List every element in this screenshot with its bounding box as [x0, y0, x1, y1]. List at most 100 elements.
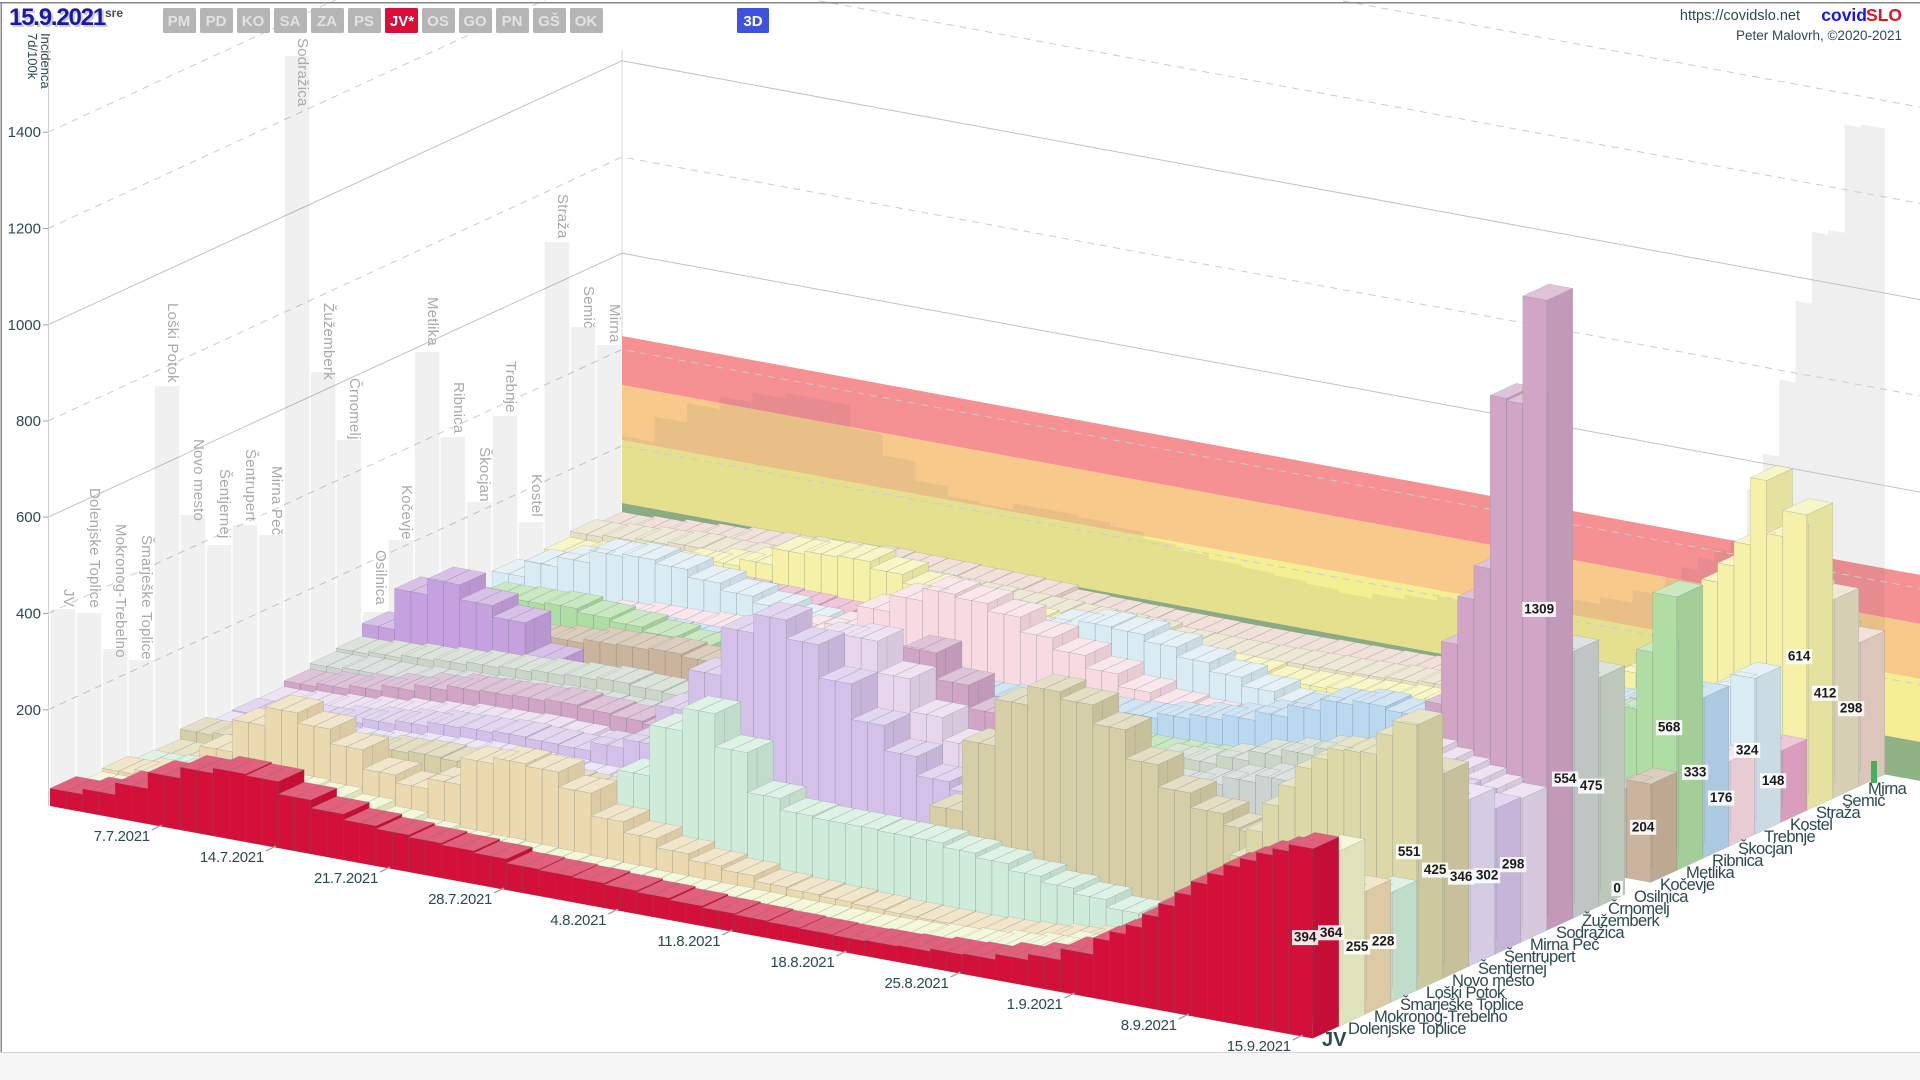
svg-text:324: 324: [1736, 742, 1759, 757]
svg-text:GO: GO: [463, 13, 487, 30]
svg-text:Trebnje: Trebnje: [502, 361, 519, 413]
svg-text:21.7.2021: 21.7.2021: [314, 870, 378, 887]
svg-text:364: 364: [1320, 925, 1343, 940]
svg-text:302: 302: [1476, 868, 1499, 883]
svg-text:Kočevje: Kočevje: [1660, 876, 1715, 894]
svg-text:https://covidslo.net: https://covidslo.net: [1680, 8, 1800, 24]
svg-text:Loški Potok: Loški Potok: [1426, 984, 1506, 1002]
svg-text:Mokronog-Trebelno: Mokronog-Trebelno: [1374, 1008, 1508, 1026]
svg-text:Novo mesto: Novo mesto: [190, 439, 207, 521]
svg-text:176: 176: [1710, 790, 1733, 805]
svg-text:1000: 1000: [8, 317, 41, 334]
svg-text:Šmarješke Toplice: Šmarješke Toplice: [138, 535, 155, 660]
svg-text:Mirna: Mirna: [606, 304, 623, 343]
svg-text:Škocjan: Škocjan: [1738, 839, 1793, 858]
svg-text:298: 298: [1502, 857, 1525, 872]
svg-text:Osilnica: Osilnica: [372, 550, 389, 605]
svg-text:ZA: ZA: [317, 13, 337, 30]
svg-text:PN: PN: [502, 13, 523, 30]
svg-text:JV*: JV*: [390, 13, 414, 30]
svg-text:Žužemberk: Žužemberk: [1582, 911, 1660, 930]
svg-text:333: 333: [1684, 764, 1707, 779]
svg-text:Dolenjske Toplice: Dolenjske Toplice: [86, 488, 103, 608]
svg-text:255: 255: [1346, 939, 1369, 954]
svg-text:148: 148: [1762, 773, 1785, 788]
svg-text:Peter Malovrh, ©2020-2021: Peter Malovrh, ©2020-2021: [1736, 28, 1902, 43]
svg-text:15.9.2021: 15.9.2021: [9, 4, 106, 31]
svg-text:OS: OS: [427, 13, 449, 30]
svg-text:Šentrupert: Šentrupert: [1504, 947, 1576, 966]
svg-text:covid: covid: [1821, 5, 1867, 25]
svg-text:PS: PS: [354, 13, 374, 30]
svg-text:1400: 1400: [8, 124, 41, 141]
svg-text:7.7.2021: 7.7.2021: [94, 828, 150, 845]
svg-text:Kostel: Kostel: [528, 474, 545, 517]
svg-text:11.8.2021: 11.8.2021: [657, 933, 720, 950]
svg-text:7d/100k: 7d/100k: [25, 33, 40, 80]
svg-text:Trebnje: Trebnje: [1764, 828, 1816, 846]
svg-text:346: 346: [1450, 869, 1473, 884]
svg-text:200: 200: [16, 702, 41, 719]
svg-text:KO: KO: [242, 13, 265, 30]
svg-text:600: 600: [16, 509, 41, 526]
svg-text:sre: sre: [105, 6, 123, 20]
svg-text:475: 475: [1580, 778, 1603, 793]
svg-text:Škocjan: Škocjan: [476, 447, 493, 502]
svg-text:0: 0: [1613, 880, 1621, 895]
svg-text:SA: SA: [280, 13, 301, 30]
svg-text:Črnomelj: Črnomelj: [346, 378, 363, 440]
svg-text:Kostel: Kostel: [1790, 816, 1832, 834]
svg-text:28.7.2021: 28.7.2021: [428, 891, 492, 908]
svg-text:Sodražica: Sodražica: [294, 38, 311, 107]
svg-text:SLO: SLO: [1866, 5, 1902, 25]
svg-text:1200: 1200: [8, 221, 41, 238]
svg-text:Mirna Peč: Mirna Peč: [1530, 936, 1599, 954]
svg-text:412: 412: [1814, 685, 1837, 700]
svg-text:18.8.2021: 18.8.2021: [770, 954, 834, 971]
svg-text:Metlika: Metlika: [424, 297, 441, 346]
svg-text:14.7.2021: 14.7.2021: [200, 849, 264, 866]
svg-text:551: 551: [1398, 844, 1421, 859]
svg-text:15.9.2021: 15.9.2021: [11, 6, 108, 33]
svg-text:Semič: Semič: [580, 286, 597, 329]
svg-text:568: 568: [1658, 720, 1681, 735]
svg-text:400: 400: [16, 606, 41, 623]
svg-text:Osilnica: Osilnica: [1634, 888, 1689, 906]
svg-text:Dolenjske Toplice: Dolenjske Toplice: [1348, 1020, 1466, 1038]
svg-text:Šentjernej: Šentjernej: [1478, 959, 1546, 978]
svg-text:JV: JV: [1322, 1029, 1347, 1051]
svg-text:Straža: Straža: [554, 194, 571, 239]
svg-text:25.8.2021: 25.8.2021: [884, 975, 948, 992]
svg-text:Mokronog-Trebelno: Mokronog-Trebelno: [112, 524, 129, 658]
svg-text:Šentrupert: Šentrupert: [242, 449, 259, 522]
svg-text:298: 298: [1840, 701, 1863, 716]
svg-text:15.9.2021: 15.9.2021: [1227, 1038, 1291, 1055]
svg-text:Črnomelj: Črnomelj: [1608, 899, 1669, 918]
svg-text:4.8.2021: 4.8.2021: [550, 912, 606, 929]
svg-text:Semič: Semič: [1842, 792, 1885, 810]
svg-text:Mirna Peč: Mirna Peč: [268, 466, 285, 536]
svg-text:1.9.2021: 1.9.2021: [1007, 996, 1063, 1013]
svg-text:Incidenca: Incidenca: [38, 33, 53, 89]
svg-text:Metlika: Metlika: [1686, 864, 1735, 882]
svg-text:8.9.2021: 8.9.2021: [1121, 1017, 1177, 1034]
svg-text:Šentjernej: Šentjernej: [216, 469, 233, 539]
svg-text:Sodražica: Sodražica: [1556, 924, 1625, 942]
svg-text:Loški Potok: Loški Potok: [164, 303, 181, 383]
svg-text:1309: 1309: [1524, 601, 1554, 616]
svg-text:PM: PM: [168, 13, 191, 30]
svg-text:Šmarješke Toplice: Šmarješke Toplice: [1400, 995, 1524, 1014]
svg-text:Ribnica: Ribnica: [450, 382, 467, 434]
svg-text:OK: OK: [575, 13, 598, 30]
svg-text:Žužemberk: Žužemberk: [320, 303, 337, 380]
svg-text:204: 204: [1632, 819, 1655, 834]
svg-text:Straža: Straža: [1816, 804, 1862, 822]
svg-text:GŠ: GŠ: [538, 12, 560, 30]
svg-text:Mirna: Mirna: [1868, 780, 1908, 798]
svg-text:554: 554: [1554, 771, 1577, 786]
svg-text:228: 228: [1372, 934, 1395, 949]
svg-text:Novo mesto: Novo mesto: [1452, 972, 1534, 990]
svg-text:PD: PD: [206, 13, 227, 30]
svg-text:3D: 3D: [743, 13, 762, 30]
svg-text:Ribnica: Ribnica: [1712, 852, 1764, 870]
